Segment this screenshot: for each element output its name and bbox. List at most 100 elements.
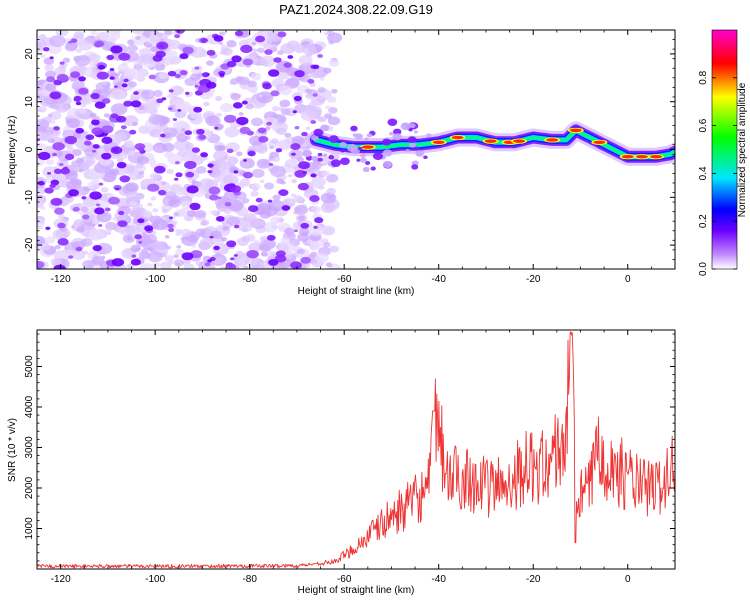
transition-speckle (413, 130, 418, 134)
noise-speckle-strong (101, 152, 112, 160)
transition-speckle (340, 157, 350, 166)
noise-speckle (223, 208, 232, 215)
noise-speckle (213, 150, 229, 162)
noise-speckle-strong (53, 126, 60, 131)
noise-speckle (45, 70, 56, 79)
noise-speckle-strong (78, 87, 89, 95)
noise-speckle (272, 194, 281, 201)
spectrogram-y-tick-label: 20 (24, 48, 35, 60)
noise-speckle-strong (294, 125, 300, 130)
noise-speckle (91, 256, 105, 266)
noise-speckle (65, 41, 78, 51)
noise-speckle (60, 199, 69, 206)
noise-speckle-strong (273, 57, 282, 63)
noise-speckle (164, 151, 175, 159)
noise-speckle (278, 226, 285, 231)
noise-speckle-strong (57, 238, 69, 246)
noise-speckle (172, 220, 178, 225)
noise-speckle (175, 228, 183, 234)
noise-speckle (195, 210, 207, 218)
noise-speckle-strong (108, 196, 120, 205)
snr-x-axis-label: Height of straight line (km) (298, 585, 415, 596)
noise-speckle-strong (118, 52, 131, 61)
noise-speckle (258, 94, 263, 98)
noise-speckle-strong (301, 131, 308, 137)
noise-speckle-strong (49, 56, 54, 60)
noise-speckle (215, 95, 223, 102)
noise-speckle-strong (90, 119, 100, 126)
noise-speckle (323, 227, 334, 236)
noise-speckle (101, 255, 106, 259)
snr-x-tick-label: 0 (625, 574, 631, 585)
snr-x-tick-label: -120 (51, 574, 71, 585)
transition-speckle (423, 155, 428, 160)
noise-speckle (327, 116, 341, 126)
noise-speckle (250, 183, 261, 191)
noise-speckle (44, 145, 56, 154)
noise-speckle-strong (270, 90, 280, 97)
noise-speckle-strong (89, 191, 102, 200)
noise-speckle (174, 248, 185, 256)
noise-speckle (199, 238, 214, 249)
snr-y-tick-label: 5000 (24, 355, 35, 378)
noise-speckle-strong (123, 78, 129, 83)
noise-speckle (284, 158, 298, 169)
noise-speckle-strong (206, 49, 216, 56)
transition-speckle (360, 157, 367, 163)
noise-speckle-strong (257, 127, 267, 134)
noise-speckle (277, 50, 284, 55)
noise-speckle (294, 204, 308, 215)
noise-speckle-strong (194, 84, 199, 88)
noise-speckle (218, 145, 227, 151)
noise-speckle-strong (119, 175, 131, 183)
spectrogram-y-ticks: -20 -10 0 10 20 (24, 29, 675, 270)
noise-speckle (136, 54, 151, 65)
noise-speckle (268, 199, 285, 212)
noise-speckle-strong (137, 218, 145, 224)
noise-speckle (88, 53, 101, 63)
noise-speckle-strong (258, 135, 269, 143)
noise-speckle (210, 209, 218, 215)
noise-speckle (276, 127, 287, 136)
noise-speckle-strong (101, 125, 114, 134)
signal-hotspot (432, 140, 445, 145)
noise-speckle-strong (175, 172, 183, 178)
snr-y-ticks: 1000 2000 3000 4000 5000 (24, 333, 675, 562)
transition-speckle (339, 141, 347, 148)
noise-speckle (148, 114, 164, 125)
noise-speckle-strong (179, 53, 189, 60)
noise-speckle (75, 157, 84, 164)
noise-speckle-strong (168, 228, 175, 233)
noise-speckle-strong (300, 222, 310, 229)
noise-speckle (220, 103, 234, 113)
spectrogram-x-ticks: -120 -100 -80 -60 -40 -20 0 (36, 30, 676, 285)
signal-hotspot (546, 138, 559, 142)
noise-speckle (247, 80, 258, 88)
noise-speckle-strong (73, 96, 81, 102)
spectrogram-x-tick-label: 0 (625, 274, 631, 285)
noise-speckle-strong (110, 45, 123, 54)
noise-speckle-strong (97, 64, 106, 70)
noise-speckle (237, 76, 250, 86)
noise-speckle (270, 138, 279, 145)
colorbar-tick-label: 0.0 (698, 262, 709, 276)
noise-speckle-strong (118, 210, 125, 216)
noise-speckle-strong (129, 129, 137, 135)
noise-speckle (224, 126, 240, 138)
noise-speckle (109, 88, 126, 100)
noise-speckle (141, 248, 149, 254)
noise-speckle (87, 181, 100, 190)
transition-speckle (426, 133, 432, 138)
noise-speckle-strong (193, 106, 203, 113)
noise-speckle (74, 80, 86, 88)
noise-speckle (147, 34, 161, 45)
noise-speckle (100, 186, 109, 193)
noise-speckle (260, 179, 265, 183)
noise-speckle (106, 70, 117, 77)
noise-speckle (308, 224, 324, 236)
noise-speckle (174, 139, 191, 152)
noise-speckle (40, 206, 46, 211)
noise-speckle (186, 210, 197, 217)
noise-speckle-strong (234, 254, 238, 257)
transition-speckle (415, 150, 424, 157)
